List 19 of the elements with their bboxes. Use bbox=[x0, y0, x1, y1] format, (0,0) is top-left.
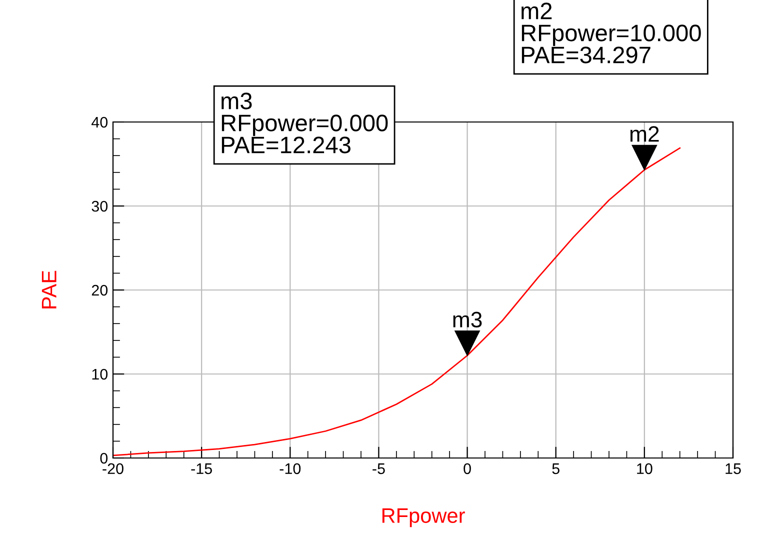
x-tick-label: -10 bbox=[280, 463, 301, 474]
x-tick-label: 0 bbox=[464, 463, 471, 474]
x-tick-label: -20 bbox=[102, 463, 124, 474]
x-tick-label: 5 bbox=[552, 463, 560, 474]
text: m2 RFpower=10.000 PAE=34.297 bbox=[522, 2, 701, 64]
y-tick-label: 40 bbox=[92, 116, 108, 128]
x-tick-label: 10 bbox=[637, 463, 652, 474]
x-tick-label: 15 bbox=[726, 463, 741, 474]
y-tick-label: 10 bbox=[92, 368, 108, 380]
annotation: m3 bbox=[453, 312, 482, 328]
annotation: m3 RFpower=0.000 PAE=12.243 bbox=[222, 92, 388, 154]
x-tick-label: -15 bbox=[191, 463, 212, 474]
x-tick-label: -5 bbox=[372, 463, 385, 474]
annotation: m2 bbox=[630, 126, 659, 142]
y-tick-label: 30 bbox=[92, 200, 108, 212]
y-tick-label: 20 bbox=[92, 284, 108, 296]
y-tick-label: 0 bbox=[100, 452, 108, 464]
x-axis-title: RFpower bbox=[382, 508, 465, 528]
y-axis-title: PAE bbox=[42, 270, 56, 308]
